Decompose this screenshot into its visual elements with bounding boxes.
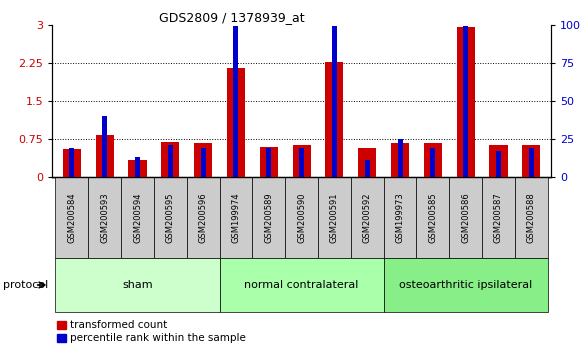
- Bar: [299, 148, 304, 177]
- Bar: [496, 151, 501, 177]
- Bar: [391, 143, 409, 177]
- Bar: [529, 148, 534, 177]
- Text: GSM200592: GSM200592: [362, 193, 372, 243]
- Bar: [187, 177, 220, 258]
- Text: normal contralateral: normal contralateral: [244, 280, 359, 290]
- Bar: [220, 258, 383, 312]
- Bar: [233, 26, 238, 177]
- Bar: [88, 177, 121, 258]
- Text: GSM200593: GSM200593: [100, 192, 109, 243]
- Bar: [227, 68, 245, 177]
- Text: GSM200586: GSM200586: [461, 192, 470, 243]
- Bar: [96, 135, 114, 177]
- Text: GSM200587: GSM200587: [494, 192, 503, 243]
- Bar: [129, 160, 147, 177]
- Bar: [358, 148, 376, 177]
- Text: GSM200584: GSM200584: [67, 192, 77, 243]
- Text: GSM200591: GSM200591: [330, 193, 339, 243]
- Text: GSM200588: GSM200588: [527, 192, 536, 243]
- Bar: [220, 177, 252, 258]
- Bar: [332, 26, 337, 177]
- Bar: [266, 148, 271, 177]
- Bar: [482, 177, 515, 258]
- Bar: [383, 177, 416, 258]
- Bar: [63, 149, 81, 177]
- Bar: [168, 145, 173, 177]
- Bar: [70, 148, 74, 177]
- Bar: [522, 145, 541, 177]
- Text: GSM200594: GSM200594: [133, 193, 142, 243]
- Text: GSM199974: GSM199974: [231, 192, 241, 243]
- Bar: [383, 258, 548, 312]
- Bar: [135, 157, 140, 177]
- Bar: [102, 116, 107, 177]
- Text: protocol: protocol: [3, 280, 48, 290]
- Bar: [490, 145, 508, 177]
- Legend: transformed count, percentile rank within the sample: transformed count, percentile rank withi…: [57, 320, 246, 343]
- Bar: [56, 258, 220, 312]
- Bar: [450, 177, 482, 258]
- Bar: [260, 147, 278, 177]
- Bar: [424, 143, 442, 177]
- Text: sham: sham: [122, 280, 153, 290]
- Text: GSM200589: GSM200589: [264, 192, 273, 243]
- Bar: [515, 177, 548, 258]
- Bar: [121, 177, 154, 258]
- Bar: [456, 27, 474, 177]
- Text: GSM199973: GSM199973: [396, 192, 404, 243]
- Bar: [285, 177, 318, 258]
- Text: GSM200596: GSM200596: [199, 192, 208, 243]
- Text: GSM200590: GSM200590: [297, 193, 306, 243]
- Bar: [430, 148, 436, 177]
- Text: GSM200595: GSM200595: [166, 193, 175, 243]
- Bar: [194, 143, 212, 177]
- Bar: [351, 177, 383, 258]
- Bar: [416, 177, 450, 258]
- Bar: [56, 177, 88, 258]
- Bar: [318, 177, 351, 258]
- Bar: [201, 148, 206, 177]
- Bar: [292, 145, 311, 177]
- Bar: [161, 143, 179, 177]
- Bar: [463, 26, 468, 177]
- Text: GDS2809 / 1378939_at: GDS2809 / 1378939_at: [159, 11, 305, 24]
- Bar: [252, 177, 285, 258]
- Text: osteoarthritic ipsilateral: osteoarthritic ipsilateral: [399, 280, 532, 290]
- Text: GSM200585: GSM200585: [429, 192, 437, 243]
- Bar: [325, 62, 343, 177]
- Bar: [365, 160, 370, 177]
- Bar: [154, 177, 187, 258]
- Bar: [397, 139, 403, 177]
